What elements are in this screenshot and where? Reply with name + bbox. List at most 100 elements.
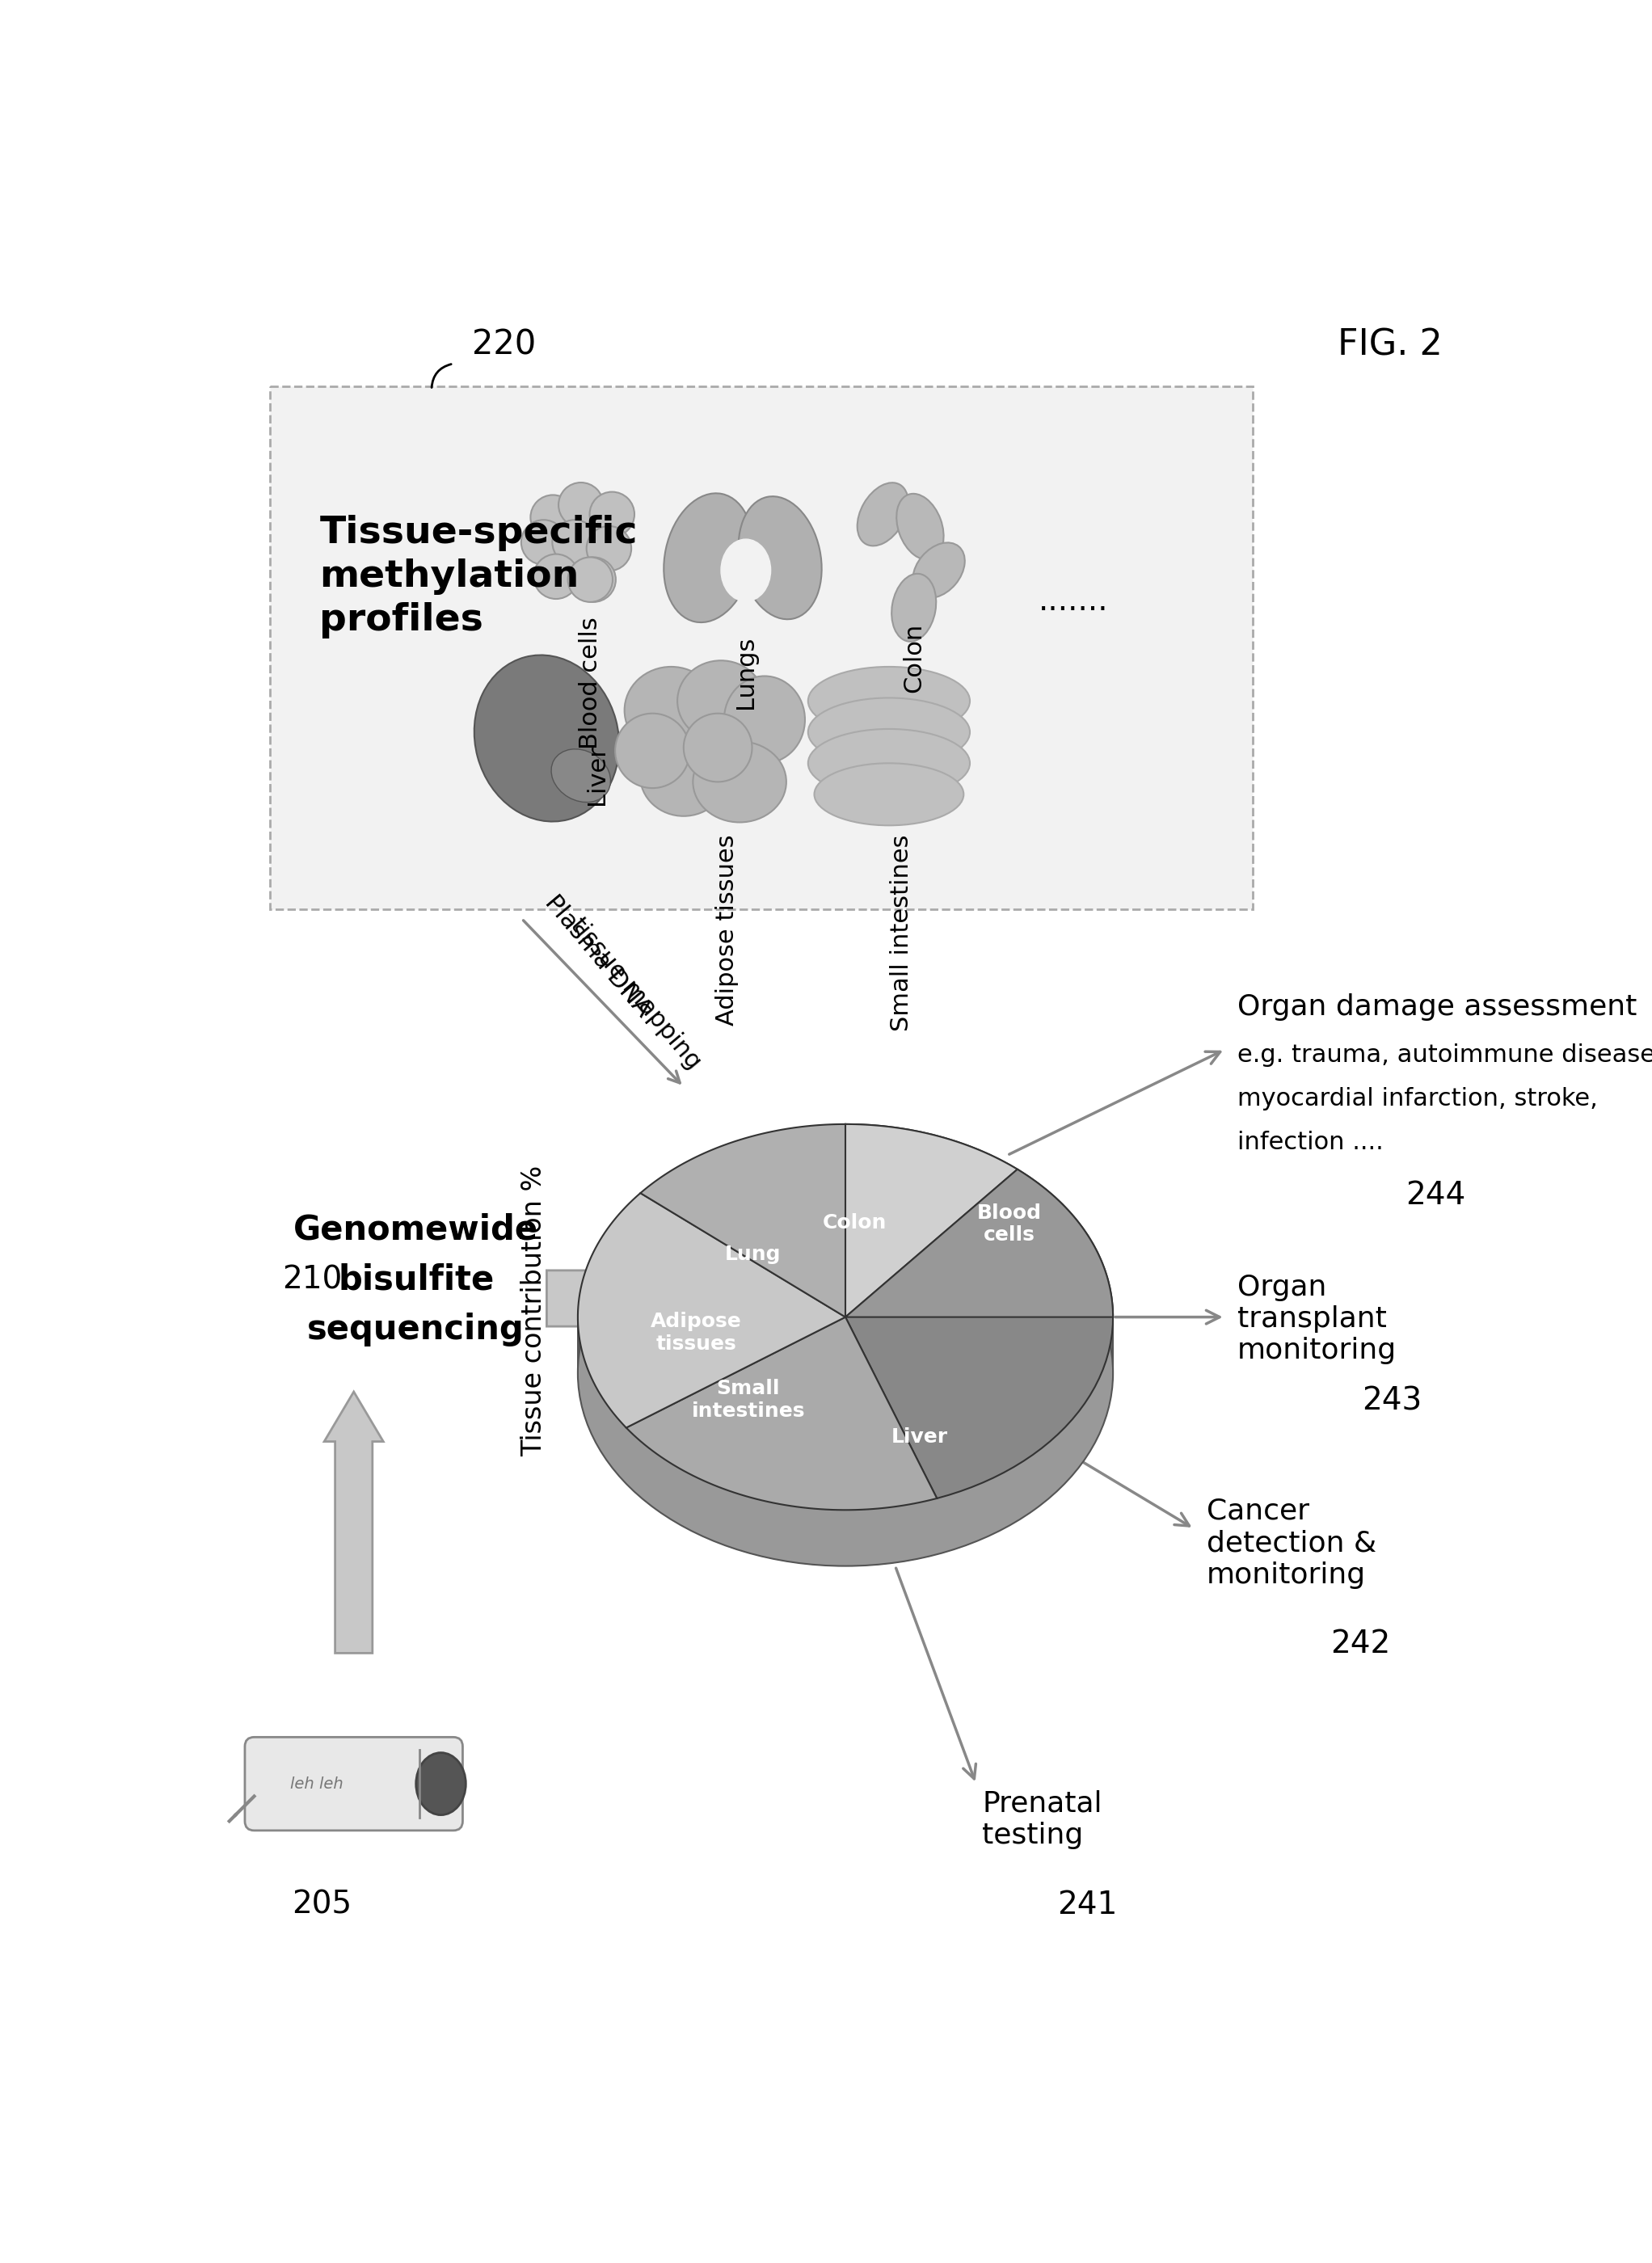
Text: 241: 241 — [1057, 1890, 1117, 1921]
Polygon shape — [1104, 1360, 1107, 1426]
Polygon shape — [937, 1496, 948, 1555]
Polygon shape — [1023, 1455, 1032, 1516]
Polygon shape — [605, 1403, 608, 1462]
Polygon shape — [1095, 1378, 1099, 1444]
Circle shape — [534, 554, 578, 600]
Text: Lung: Lung — [725, 1245, 781, 1265]
Polygon shape — [1041, 1442, 1051, 1505]
Polygon shape — [1079, 1403, 1085, 1466]
Polygon shape — [1066, 1419, 1072, 1482]
Polygon shape — [629, 1430, 633, 1491]
Polygon shape — [814, 1509, 819, 1566]
Polygon shape — [826, 1509, 833, 1566]
Polygon shape — [897, 1505, 902, 1561]
Text: 230: 230 — [646, 1392, 707, 1423]
Polygon shape — [600, 1394, 603, 1455]
Circle shape — [558, 482, 603, 527]
Circle shape — [586, 525, 631, 570]
Text: Tissue contribution %: Tissue contribution % — [520, 1165, 547, 1457]
Polygon shape — [613, 1414, 616, 1473]
Polygon shape — [762, 1500, 768, 1557]
Text: methylation: methylation — [319, 559, 580, 595]
Polygon shape — [591, 1378, 593, 1439]
Text: Blood cells: Blood cells — [578, 618, 601, 749]
Polygon shape — [603, 1399, 605, 1457]
Circle shape — [590, 491, 634, 536]
Polygon shape — [1072, 1412, 1079, 1475]
Polygon shape — [684, 1471, 689, 1530]
Polygon shape — [633, 1435, 638, 1494]
Polygon shape — [833, 1509, 838, 1566]
Polygon shape — [1085, 1396, 1090, 1460]
Polygon shape — [740, 1494, 745, 1552]
Text: 242: 242 — [1332, 1629, 1391, 1659]
Polygon shape — [1051, 1435, 1057, 1498]
Polygon shape — [590, 1374, 591, 1435]
Ellipse shape — [897, 493, 943, 559]
Text: 205: 205 — [291, 1890, 352, 1921]
Text: e.g. trauma, autoimmune disease,: e.g. trauma, autoimmune disease, — [1237, 1043, 1652, 1066]
Polygon shape — [993, 1473, 1004, 1534]
Text: Genomewide: Genomewide — [294, 1213, 539, 1247]
Ellipse shape — [474, 654, 620, 821]
Text: Organ damage assessment: Organ damage assessment — [1237, 993, 1637, 1021]
Polygon shape — [1090, 1387, 1095, 1451]
Polygon shape — [598, 1389, 600, 1451]
FancyBboxPatch shape — [269, 387, 1252, 910]
Polygon shape — [679, 1469, 684, 1528]
Polygon shape — [669, 1462, 674, 1521]
Polygon shape — [661, 1457, 666, 1516]
Polygon shape — [849, 1509, 856, 1566]
Polygon shape — [885, 1507, 890, 1564]
FancyArrow shape — [547, 1258, 808, 1340]
Polygon shape — [983, 1478, 993, 1539]
Polygon shape — [909, 1503, 914, 1561]
Polygon shape — [796, 1507, 803, 1564]
Polygon shape — [1099, 1369, 1104, 1435]
Text: 244: 244 — [1406, 1181, 1465, 1211]
Polygon shape — [925, 1500, 932, 1557]
Text: leh leh: leh leh — [289, 1776, 344, 1792]
Polygon shape — [920, 1500, 925, 1559]
Polygon shape — [838, 1509, 844, 1566]
Text: Cancer
detection &
monitoring: Cancer detection & monitoring — [1206, 1498, 1376, 1589]
Polygon shape — [932, 1498, 937, 1555]
Ellipse shape — [624, 668, 719, 754]
Text: Small intestines: Small intestines — [890, 835, 914, 1032]
Text: Prenatal
testing: Prenatal testing — [983, 1790, 1102, 1849]
Polygon shape — [846, 1170, 1113, 1317]
Text: infection ....: infection .... — [1237, 1132, 1384, 1154]
Polygon shape — [714, 1485, 719, 1543]
Polygon shape — [862, 1509, 867, 1566]
Polygon shape — [641, 1442, 644, 1500]
Ellipse shape — [912, 543, 965, 597]
Polygon shape — [666, 1460, 669, 1518]
Polygon shape — [626, 1428, 629, 1487]
Polygon shape — [608, 1405, 611, 1466]
Text: Colon: Colon — [823, 1213, 887, 1231]
Circle shape — [552, 520, 596, 566]
Polygon shape — [844, 1509, 849, 1566]
Text: .......: ....... — [1039, 586, 1108, 618]
Polygon shape — [689, 1473, 694, 1532]
Polygon shape — [694, 1475, 699, 1534]
Text: Adipose tissues: Adipose tissues — [715, 835, 738, 1025]
Circle shape — [520, 520, 567, 566]
Polygon shape — [856, 1509, 862, 1566]
Polygon shape — [724, 1489, 729, 1548]
FancyBboxPatch shape — [244, 1738, 463, 1831]
Ellipse shape — [808, 729, 970, 797]
Ellipse shape — [664, 493, 753, 622]
Text: Liver: Liver — [890, 1428, 948, 1446]
Polygon shape — [846, 1125, 1018, 1317]
Polygon shape — [773, 1503, 780, 1559]
Polygon shape — [644, 1444, 649, 1503]
Text: tissue mapping: tissue mapping — [565, 914, 705, 1073]
Circle shape — [530, 496, 575, 541]
Text: Tissue-specific: Tissue-specific — [319, 514, 638, 552]
Polygon shape — [846, 1125, 1113, 1498]
Polygon shape — [709, 1482, 714, 1541]
Polygon shape — [729, 1491, 735, 1548]
Ellipse shape — [677, 661, 765, 742]
Ellipse shape — [416, 1754, 466, 1815]
